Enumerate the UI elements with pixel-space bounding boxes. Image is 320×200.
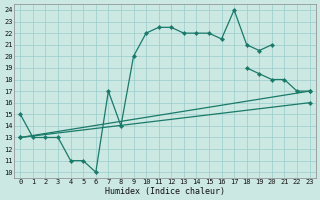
X-axis label: Humidex (Indice chaleur): Humidex (Indice chaleur): [105, 187, 225, 196]
